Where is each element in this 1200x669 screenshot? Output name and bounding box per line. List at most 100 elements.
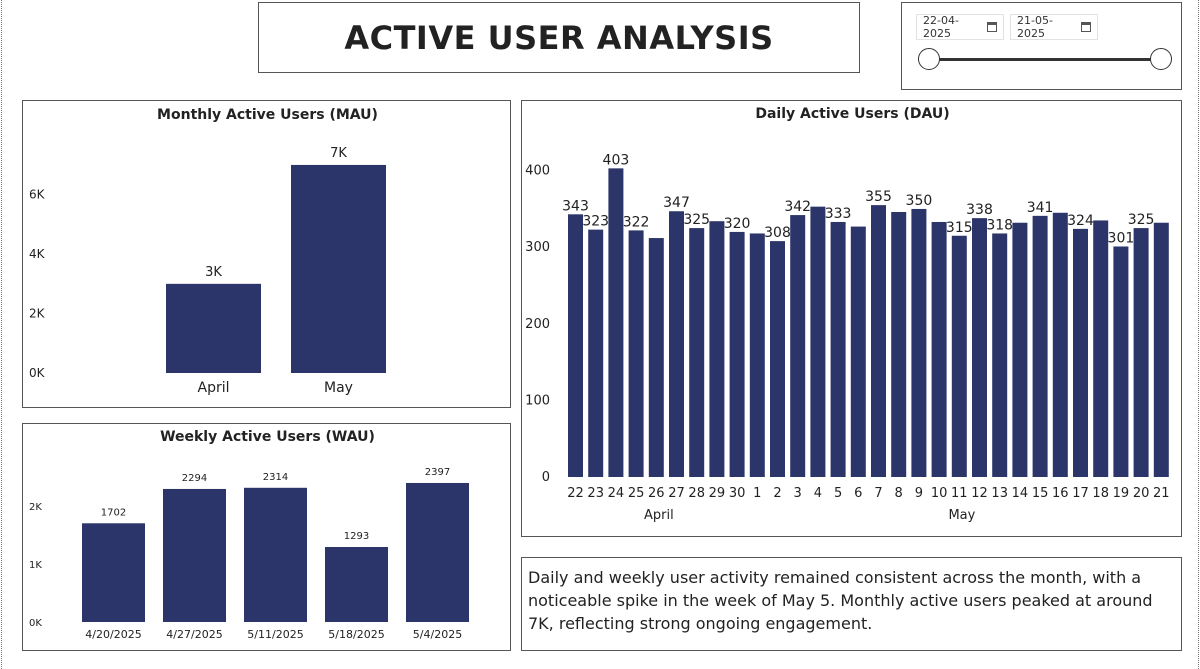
data-label: 320 [724,216,751,232]
data-label: 341 [1027,200,1054,216]
bar [166,283,261,373]
x-tick-label: 20 [1133,486,1150,501]
date-slider-end-handle[interactable] [1150,48,1172,70]
data-label: 301 [1108,230,1135,246]
end-date-value: 21-05-2025 [1017,14,1053,40]
report-title-box: ACTIVE USER ANALYSIS [258,2,860,73]
data-label: 3K [205,265,222,280]
bar [810,206,826,477]
x-tick-label: 4 [814,486,822,501]
x-tick-label: 5/18/2025 [328,628,384,641]
data-label: 315 [946,220,973,236]
x-tick-label: 16 [1052,486,1069,501]
bar [1073,228,1088,477]
data-label: 2294 [182,473,207,484]
x-tick-label: 28 [688,486,705,501]
bar [406,482,469,622]
calendar-icon[interactable] [1080,22,1091,32]
bar [1093,220,1109,477]
data-label: 325 [683,212,710,228]
bar [790,215,806,477]
x-tick-label: 12 [971,486,988,501]
data-label: 403 [603,152,630,168]
x-tick-label: 7 [874,486,882,501]
y-tick-label: 300 [525,240,550,255]
x-tick-label: 6 [854,486,862,501]
bar [830,221,846,477]
chart-title: Daily Active Users (DAU) [755,106,949,122]
end-date-input[interactable]: 21-05-2025 [1010,14,1098,40]
bar [568,214,583,477]
date-range-slicer[interactable]: 22-04-2025 21-05-2025 [901,2,1182,90]
bar [669,211,684,477]
data-label: 355 [865,189,892,205]
calendar-icon[interactable] [986,22,997,32]
x-tick-label: 5/4/2025 [413,628,462,641]
bar [588,229,604,477]
date-slider-track[interactable] [929,58,1161,61]
x-tick-label: 22 [567,486,584,501]
y-tick-label: 0K [29,618,42,629]
data-label: 343 [562,198,589,214]
y-tick-label: 1K [29,560,42,571]
bar [709,221,725,477]
x-tick-label: 13 [991,486,1008,501]
data-label: 1293 [344,531,369,542]
x-group-label: April [644,508,674,523]
x-tick-label: 17 [1072,486,1089,501]
x-tick-label: May [324,380,353,396]
x-tick-label: 2 [773,486,781,501]
bar [82,523,145,622]
summary-text: Daily and weekly user activity remained … [528,568,1153,633]
bar [951,235,967,477]
x-tick-label: 21 [1153,486,1170,501]
canvas-edge-left [1,0,2,669]
data-label: 308 [764,225,791,241]
bar [628,230,644,477]
bar [1133,228,1149,477]
data-label: 333 [825,206,852,222]
bar [992,233,1008,477]
bar [931,221,947,477]
y-tick-label: 200 [525,317,550,332]
x-tick-label: 3 [794,486,802,501]
y-tick-label: 2K [29,502,42,513]
bar [749,233,765,477]
date-slider-start-handle[interactable] [918,48,940,70]
bar [1113,246,1129,477]
bar [729,231,745,477]
data-label: 1702 [101,507,126,518]
x-tick-label: 1 [753,486,761,501]
x-tick-label: 14 [1012,486,1029,501]
y-tick-label: 4K [29,247,46,261]
mau-chart: Monthly Active Users (MAU) 0K 2K 4K 6K April 3… [29,107,386,396]
x-tick-label: 18 [1092,486,1109,501]
x-tick-label: 5 [834,486,842,501]
summary-text-box: Daily and weekly user activity remained … [521,557,1182,651]
y-tick-label: 100 [525,393,550,408]
x-tick-label: April [198,380,230,396]
x-tick-label: 10 [931,486,948,501]
dau-chart: Daily Active Users (DAU)0100200300400223… [525,106,1170,523]
chart-title: Monthly Active Users (MAU) [157,107,378,123]
data-label: 318 [986,217,1013,233]
data-label: 347 [663,195,690,211]
bar [689,228,705,477]
x-tick-label: 30 [729,486,746,501]
y-tick-label: 400 [525,164,550,179]
data-label: 7K [330,146,347,161]
data-label: 325 [1128,212,1155,228]
bar [608,168,624,478]
bar [291,164,386,373]
y-tick-label: 6K [29,188,46,202]
mau-chart-panel: Monthly Active Users (MAU) 0K 2K 4K 6K April 3… [22,100,511,408]
y-tick-label: 2K [29,307,46,321]
data-label: 350 [906,193,933,209]
bar [163,488,226,622]
report-title: ACTIVE USER ANALYSIS [344,18,774,57]
bar [1153,222,1169,477]
start-date-input[interactable]: 22-04-2025 [916,14,1004,40]
bar [871,205,886,477]
bar [325,547,388,622]
wau-chart-panel: Weekly Active Users (WAU) 0K 1K 2K 4/20/2025… [22,423,511,651]
